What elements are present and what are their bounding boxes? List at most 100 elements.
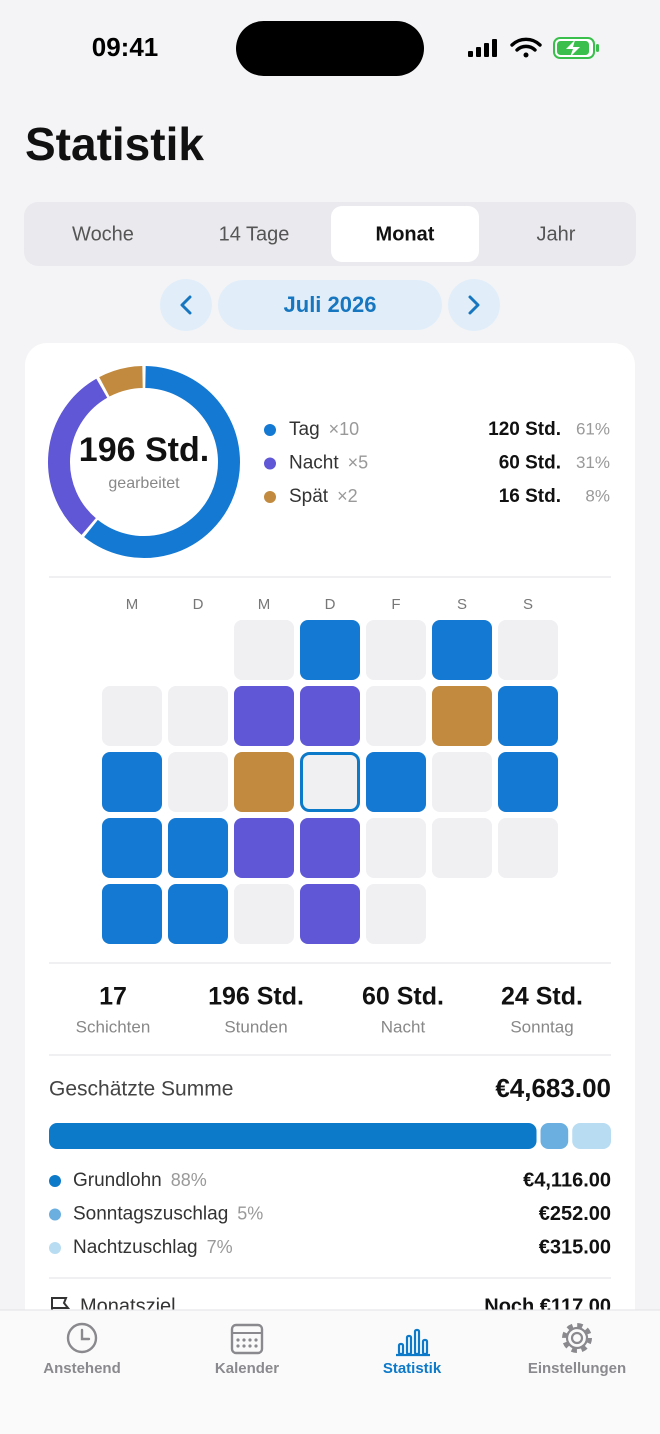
legend-dot xyxy=(264,491,276,503)
day-cell[interactable] xyxy=(432,620,492,680)
day-cell[interactable] xyxy=(432,752,492,812)
day-cell[interactable] xyxy=(498,620,558,680)
tab-icon[interactable] xyxy=(396,1328,430,1357)
tab-icon[interactable] xyxy=(230,1323,264,1355)
earnings-bar-segment xyxy=(572,1123,611,1149)
earnings-share: 88% xyxy=(171,1170,207,1190)
day-cell[interactable] xyxy=(102,686,162,746)
prev-month-button[interactable] xyxy=(160,279,212,331)
summary-value: 24 Std. xyxy=(501,983,583,1011)
segment-label[interactable]: Monat xyxy=(376,223,435,245)
donut-segment xyxy=(99,366,144,397)
day-cell[interactable] xyxy=(366,620,426,680)
day-cell[interactable] xyxy=(432,686,492,746)
summary-value: 196 Std. xyxy=(208,983,304,1011)
legend-hours: 16 Std. xyxy=(499,486,561,507)
segment-selected[interactable] xyxy=(331,206,479,262)
earnings-dot xyxy=(49,1208,61,1221)
weekday-label: D xyxy=(325,596,336,613)
summary-label: Nacht xyxy=(381,1017,426,1036)
legend-count: ×2 xyxy=(337,486,358,506)
day-cell[interactable] xyxy=(366,884,426,944)
tab-label[interactable]: Einstellungen xyxy=(528,1360,626,1377)
earnings-name: Grundlohn xyxy=(73,1170,162,1191)
weekday-label: M xyxy=(258,596,271,613)
day-cell[interactable] xyxy=(234,620,294,680)
day-cell[interactable] xyxy=(300,620,360,680)
segment-label[interactable]: 14 Tage xyxy=(219,223,290,245)
legend-count: ×10 xyxy=(329,419,360,439)
earnings-share: 5% xyxy=(237,1203,263,1223)
tab-label[interactable]: Kalender xyxy=(215,1360,279,1377)
segment-label[interactable]: Jahr xyxy=(537,223,576,245)
summary-value: 60 Std. xyxy=(362,983,444,1011)
day-cell[interactable] xyxy=(102,818,162,878)
summary-label: Schichten xyxy=(76,1017,151,1036)
day-cell[interactable] xyxy=(300,818,360,878)
legend-share: 31% xyxy=(576,453,610,472)
summary-label: Sonntag xyxy=(510,1017,573,1036)
earnings-bar-segment xyxy=(49,1123,537,1149)
earnings-amount: €315.00 xyxy=(539,1236,611,1258)
legend-name: Spät xyxy=(289,486,329,507)
legend-share: 8% xyxy=(585,486,610,505)
next-month-button[interactable] xyxy=(448,279,500,331)
summary-value: 17 xyxy=(99,983,127,1011)
day-cell[interactable] xyxy=(168,884,228,944)
weekday-label: D xyxy=(193,596,204,613)
day-cell[interactable] xyxy=(498,752,558,812)
earnings-dot xyxy=(49,1242,61,1254)
day-cell[interactable] xyxy=(234,752,294,812)
status-time: 09:41 xyxy=(92,32,159,62)
legend-dot xyxy=(264,457,276,470)
legend-dot xyxy=(264,424,276,436)
day-cell[interactable] xyxy=(366,686,426,746)
day-cell[interactable] xyxy=(168,686,228,746)
weekday-label: S xyxy=(523,596,533,613)
weekday-label: F xyxy=(391,596,400,613)
earnings-amount: €252.00 xyxy=(539,1203,611,1225)
earnings-name: Sonntagszuschlag xyxy=(73,1204,228,1225)
day-cell[interactable] xyxy=(300,752,360,812)
day-cell[interactable] xyxy=(300,686,360,746)
day-cell[interactable] xyxy=(102,884,162,944)
earnings-total: €4,683.00 xyxy=(495,1073,611,1103)
segmented-control xyxy=(24,202,636,266)
legend-hours: 60 Std. xyxy=(499,453,561,474)
goal-icon xyxy=(51,1297,71,1316)
earnings-amount: €4,116.00 xyxy=(523,1169,611,1191)
period-pill[interactable] xyxy=(218,280,442,330)
donut-chart xyxy=(48,366,240,558)
donut-segment xyxy=(84,366,240,558)
tab-icon[interactable] xyxy=(562,1323,592,1353)
tab-label[interactable]: Statistik xyxy=(383,1360,442,1377)
day-cell[interactable] xyxy=(168,752,228,812)
legend-name: Tag xyxy=(289,419,320,440)
weekday-label: M xyxy=(126,596,139,613)
earnings-share: 7% xyxy=(207,1237,233,1257)
battery-icon xyxy=(553,37,599,59)
weekday-label: S xyxy=(457,596,467,613)
legend-share: 61% xyxy=(576,419,610,438)
day-cell[interactable] xyxy=(366,752,426,812)
earnings-name: Nachtzuschlag xyxy=(73,1237,198,1258)
earnings-dot xyxy=(49,1175,61,1187)
tab-label[interactable]: Anstehend xyxy=(43,1360,121,1377)
tab-icon[interactable] xyxy=(66,1322,98,1354)
donut-total: 196 Std. xyxy=(79,431,209,469)
day-cell[interactable] xyxy=(366,818,426,878)
tab-bar xyxy=(0,1310,660,1434)
day-cell[interactable] xyxy=(234,818,294,878)
donut-caption: gearbeitet xyxy=(108,475,180,492)
day-cell[interactable] xyxy=(102,752,162,812)
day-cell[interactable] xyxy=(300,884,360,944)
day-cell[interactable] xyxy=(234,686,294,746)
day-cell[interactable] xyxy=(168,818,228,878)
day-cell[interactable] xyxy=(498,818,558,878)
day-cell[interactable] xyxy=(432,818,492,878)
legend-name: Nacht xyxy=(289,453,339,474)
segment-label[interactable]: Woche xyxy=(72,223,134,245)
day-cell[interactable] xyxy=(498,686,558,746)
day-cell[interactable] xyxy=(234,884,294,944)
